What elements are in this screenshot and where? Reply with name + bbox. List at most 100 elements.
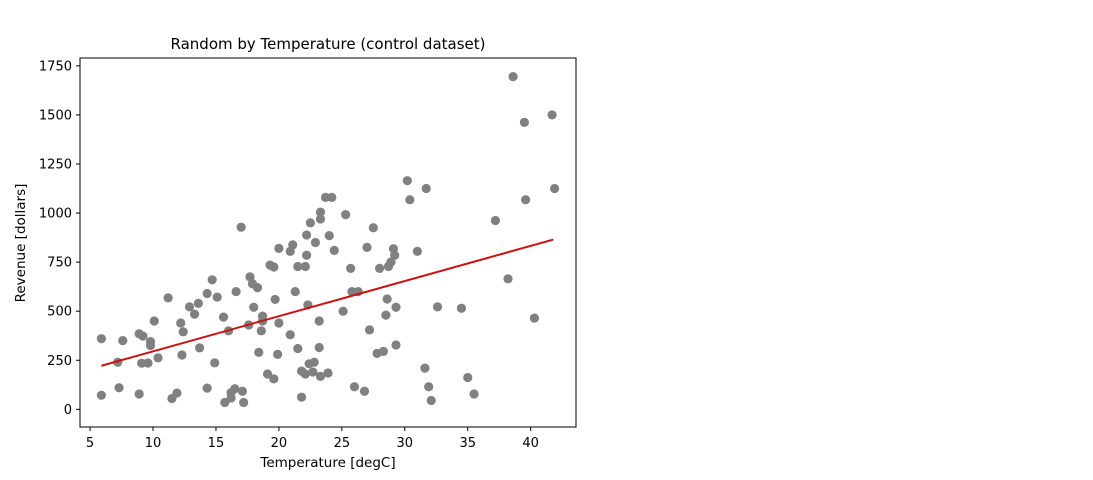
data-point-66 [302,250,312,260]
data-point-0 [96,334,106,344]
data-point-65 [300,369,310,379]
data-point-42 [249,302,259,312]
data-point-91 [362,242,372,253]
data-point-121 [529,313,540,323]
data-point-120 [521,195,531,205]
y-tick-label: 1500 [39,108,72,123]
data-point-86 [346,263,356,274]
data-point-111 [426,395,436,406]
data-point-109 [421,183,431,194]
data-point-8 [138,331,148,341]
data-point-78 [315,214,326,224]
x-tick-label: 15 [208,436,225,451]
data-point-43 [252,283,263,293]
data-point-57 [285,330,295,340]
data-point-54 [274,243,284,253]
data-point-84 [338,306,348,316]
data-point-114 [463,372,473,383]
x-tick-label: 10 [145,436,162,451]
data-point-82 [327,192,337,202]
trend-layer [101,238,554,367]
data-point-13 [153,353,163,363]
data-point-53 [273,349,283,359]
data-point-117 [503,274,513,284]
data-point-48 [262,369,273,379]
data-point-2 [114,383,124,393]
data-point-75 [314,342,324,353]
data-point-83 [329,245,339,255]
data-point-52 [270,294,280,305]
data-point-20 [184,302,195,312]
data-point-103 [391,340,401,350]
data-point-37 [237,386,247,396]
y-tick-label: 1000 [39,207,72,222]
data-point-59 [290,286,300,297]
data-point-122 [547,110,557,120]
data-point-26 [207,275,217,285]
data-point-95 [375,263,385,274]
data-point-58 [288,240,298,250]
x-axis-label: Temperature [degC] [259,455,395,471]
data-point-123 [550,183,560,194]
data-point-70 [305,218,315,228]
data-point-74 [314,316,324,326]
data-point-27 [210,358,220,368]
data-point-105 [402,176,412,186]
data-point-25 [202,383,212,393]
data-point-51 [269,374,279,384]
data-point-1 [96,390,106,400]
data-point-12 [149,316,159,326]
data-point-98 [382,294,392,304]
data-point-18 [177,350,187,360]
data-point-64 [300,261,310,272]
chart-title: Random by Temperature (control dataset) [171,35,486,53]
data-point-16 [172,388,182,398]
trend-line [101,238,554,367]
data-point-79 [320,192,331,202]
data-point-24 [202,288,212,299]
data-point-19 [178,327,188,337]
data-point-67 [302,230,312,240]
data-point-55 [274,318,284,328]
data-point-92 [364,325,375,335]
data-point-118 [508,72,518,82]
data-point-36 [236,222,246,232]
data-point-6 [134,389,144,399]
data-point-90 [359,386,370,396]
data-point-108 [420,363,430,373]
x-tick-label: 5 [86,436,94,451]
data-point-87 [347,286,357,297]
data-point-22 [193,298,203,308]
x-tick-label: 30 [397,436,414,451]
data-point-88 [349,382,360,392]
data-point-85 [341,210,351,220]
data-point-76 [315,371,326,381]
data-point-33 [226,393,236,403]
x-tick-label: 20 [271,436,288,451]
data-point-106 [405,195,415,205]
data-point-4 [118,336,128,346]
y-tick-label: 1750 [39,59,72,74]
data-point-71 [308,367,318,377]
data-point-107 [412,246,422,256]
y-tick-label: 250 [47,354,72,369]
data-point-96 [378,346,388,357]
data-point-115 [469,389,479,399]
y-axis: 0 250 500 750 1000 1250 1500 1750 [39,59,80,418]
data-point-29 [218,312,229,322]
data-point-44 [254,347,264,358]
plot-frame [79,57,577,428]
data-point-28 [212,292,222,302]
data-point-38 [239,397,249,408]
data-point-77 [315,207,326,217]
data-point-72 [309,357,319,367]
data-point-50 [269,262,279,272]
data-point-60 [293,343,303,354]
y-tick-label: 0 [64,403,72,418]
data-point-9 [143,358,153,368]
data-point-63 [296,392,307,402]
data-point-112 [432,302,443,312]
x-tick-label: 40 [522,436,539,451]
data-point-34 [230,384,240,394]
